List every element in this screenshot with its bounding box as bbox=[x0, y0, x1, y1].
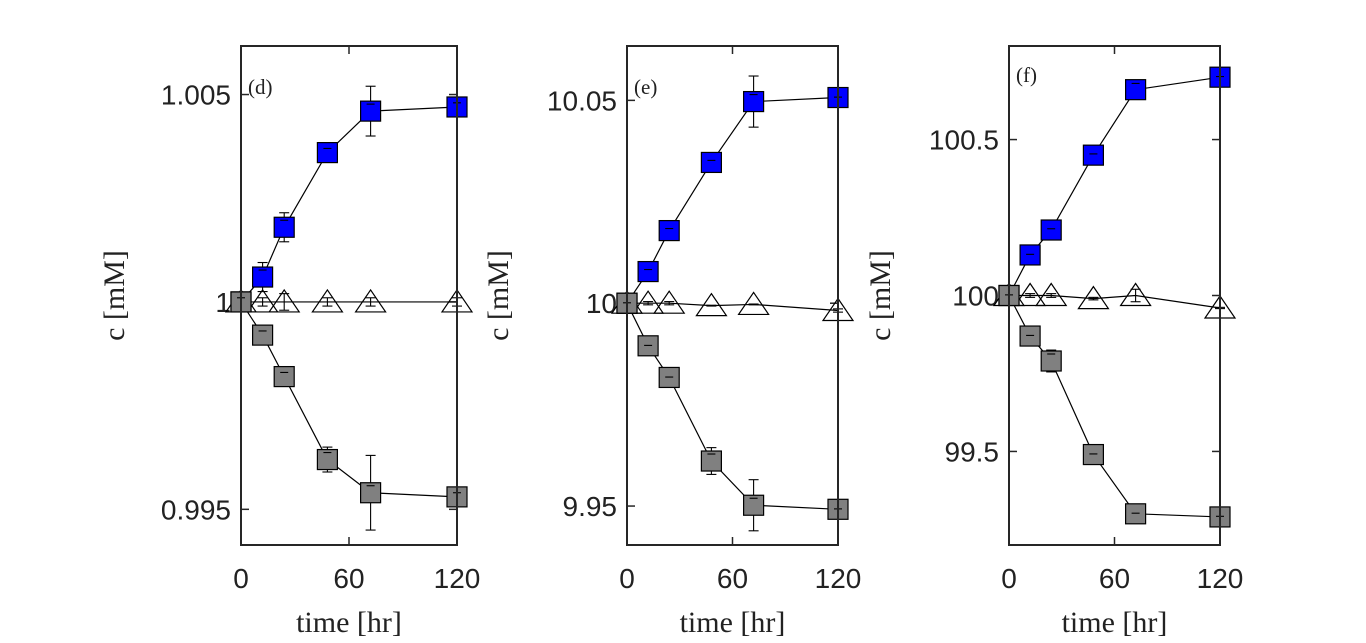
series-line bbox=[627, 302, 839, 312]
error-bar bbox=[748, 303, 759, 306]
data-point-square bbox=[742, 494, 765, 516]
data-point-square bbox=[273, 365, 295, 388]
x-tick-label: 60 bbox=[717, 563, 748, 594]
data-point-triangle bbox=[1119, 282, 1152, 307]
data-point-square bbox=[1040, 350, 1062, 372]
data-point-square bbox=[273, 216, 295, 238]
data-point-square bbox=[742, 90, 765, 113]
panel-3: 99.5 100 100.5 0 60 120 time [hr] c [mM] (f) bbox=[864, 45, 1244, 639]
data-point-triangle bbox=[354, 288, 387, 313]
data-point-triangle bbox=[695, 292, 728, 317]
panel-label: (d) bbox=[248, 75, 273, 99]
y-tick-label: 1 bbox=[215, 287, 231, 318]
data-point-triangle bbox=[311, 288, 344, 313]
error-bar bbox=[1025, 293, 1036, 298]
data-point-square bbox=[700, 151, 723, 174]
data-point-square bbox=[658, 219, 680, 242]
data-point-square bbox=[252, 266, 274, 288]
x-tick-label: 120 bbox=[1197, 563, 1244, 594]
data-point-triangle bbox=[737, 291, 770, 316]
data-point-triangle bbox=[246, 288, 279, 313]
x-axis-label: time [hr] bbox=[680, 606, 786, 639]
series-gray-squares bbox=[230, 291, 468, 531]
error-bar bbox=[279, 293, 290, 311]
data-point-square bbox=[1019, 325, 1041, 347]
error-bar bbox=[643, 301, 654, 306]
error-bar bbox=[664, 301, 675, 306]
axes-frame bbox=[626, 45, 839, 546]
y-tick-label: 100 bbox=[952, 281, 999, 312]
data-point-square bbox=[637, 260, 659, 283]
series-white-triangles bbox=[610, 290, 855, 322]
data-point-triangle bbox=[1013, 282, 1047, 307]
data-point-triangle bbox=[653, 290, 686, 314]
x-tick-label: 120 bbox=[815, 563, 862, 594]
x-tick-label: 0 bbox=[1001, 563, 1017, 594]
y-tick-label: 1.005 bbox=[161, 80, 231, 111]
data-point-square bbox=[1124, 79, 1147, 101]
series-gray-squares bbox=[616, 292, 849, 532]
y-tick-label: 99.5 bbox=[945, 436, 1000, 467]
data-point-triangle bbox=[631, 290, 665, 314]
series-white-triangles bbox=[224, 288, 474, 313]
data-point-square bbox=[1019, 244, 1041, 266]
axes-frame bbox=[1008, 45, 1221, 546]
panel-2: 9.95 10 10.05 0 60 120 time [hr] c [mM] (e) bbox=[482, 45, 862, 639]
y-tick-label: 100.5 bbox=[929, 125, 999, 156]
x-tick-label: 0 bbox=[233, 563, 249, 594]
data-point-triangle bbox=[1035, 282, 1068, 307]
error-bar bbox=[257, 297, 268, 307]
data-point-square bbox=[1082, 144, 1105, 166]
data-point-triangle bbox=[1077, 285, 1110, 310]
error-bar bbox=[322, 297, 333, 307]
y-axis-label: c [mM] bbox=[98, 250, 131, 341]
series-line bbox=[1009, 294, 1221, 309]
data-point-square bbox=[360, 482, 382, 504]
error-bar bbox=[1046, 293, 1057, 298]
data-point-square bbox=[316, 448, 338, 471]
x-tick-label: 0 bbox=[619, 563, 635, 594]
data-point-square bbox=[316, 142, 338, 164]
data-point-square bbox=[360, 100, 382, 122]
error-bar bbox=[365, 297, 376, 307]
y-tick-label: 0.995 bbox=[161, 494, 231, 525]
axes-frame bbox=[240, 45, 458, 546]
y-tick-label: 9.95 bbox=[563, 491, 618, 522]
series-gray-squares bbox=[998, 284, 1231, 528]
x-axis-label: time [hr] bbox=[296, 606, 402, 639]
y-tick-label: 10 bbox=[586, 288, 617, 319]
y-axis-label: c [mM] bbox=[482, 250, 515, 341]
y-axis-label: c [mM] bbox=[864, 250, 897, 341]
data-point-triangle bbox=[268, 288, 301, 313]
panel-label: (e) bbox=[634, 75, 657, 99]
data-point-square bbox=[1082, 443, 1105, 466]
panel-1: 0.995 1 1.005 0 60 120 time [hr] c [mM] (d) bbox=[98, 45, 481, 639]
x-tick-label: 60 bbox=[333, 563, 364, 594]
data-point-square bbox=[1040, 219, 1062, 241]
data-point-square bbox=[700, 450, 723, 472]
plot-area bbox=[241, 46, 457, 545]
error-bar bbox=[706, 304, 717, 307]
x-tick-label: 60 bbox=[1099, 563, 1130, 594]
panel-label: (f) bbox=[1016, 63, 1037, 87]
data-point-square bbox=[252, 324, 274, 346]
plot-area bbox=[627, 46, 838, 545]
data-point-square bbox=[1124, 503, 1147, 525]
y-tick-label: 10.05 bbox=[547, 85, 617, 116]
error-bar bbox=[1088, 296, 1099, 301]
x-axis-label: time [hr] bbox=[1062, 606, 1168, 639]
x-tick-label: 120 bbox=[434, 563, 481, 594]
